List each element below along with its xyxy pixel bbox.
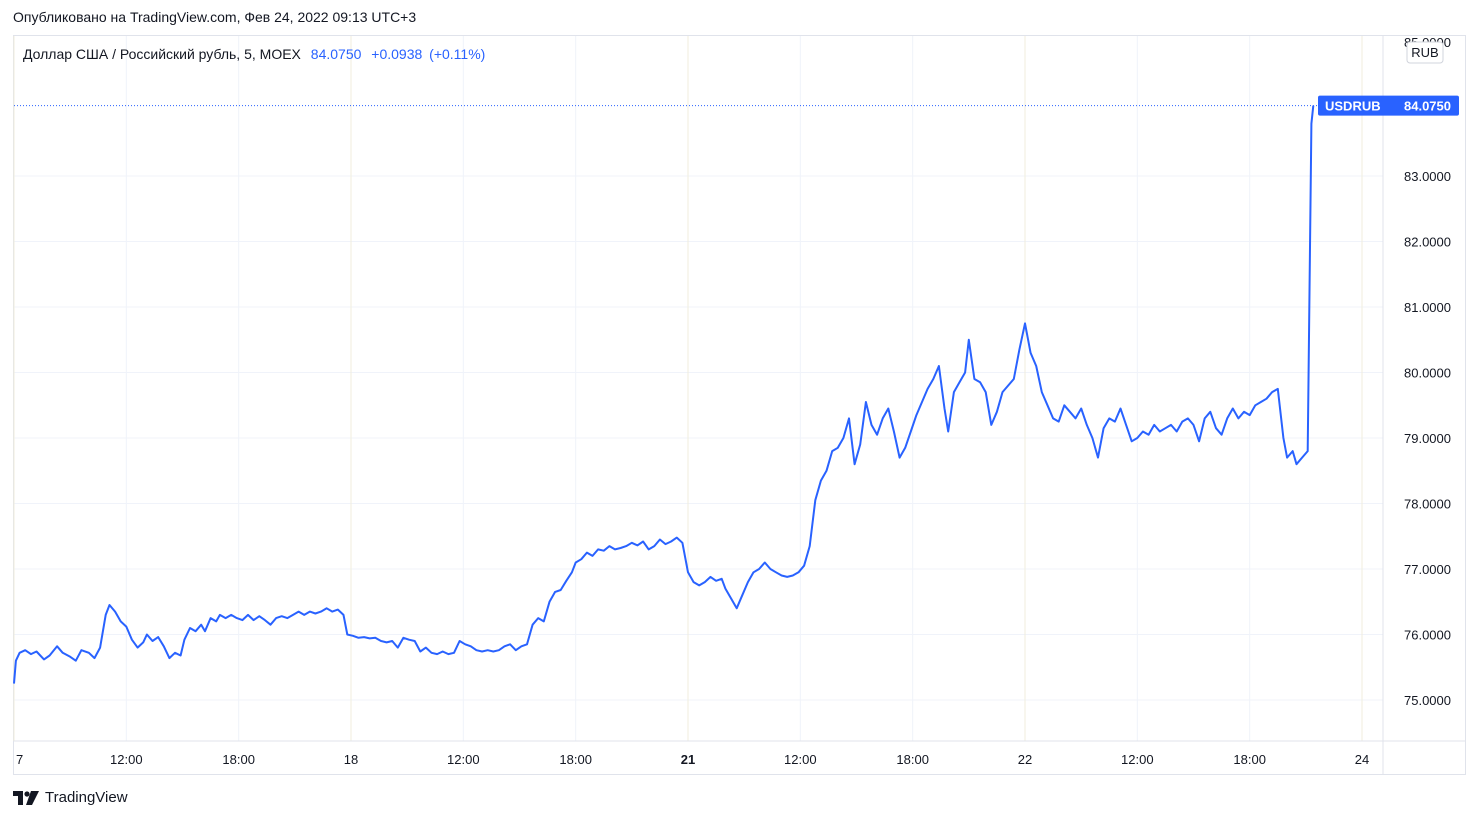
- price-tick-label: 77.0000: [1404, 562, 1451, 577]
- currency-badge[interactable]: RUB: [1406, 41, 1444, 64]
- last-price-tag: USDRUB 84.0750: [1318, 95, 1459, 116]
- price-tick-label: 75.0000: [1404, 693, 1451, 708]
- price-tick-label: 76.0000: [1404, 628, 1451, 643]
- time-axis[interactable]: 7 12:00 18:00 18 12:00 18:00 21 12:00 18:00 22 12:…: [16, 752, 1369, 767]
- price-tick-label: 79.0000: [1404, 431, 1451, 446]
- tradingview-logo-icon: [13, 790, 39, 805]
- price-tag-symbol: USDRUB: [1325, 99, 1381, 114]
- time-tick-label: 22: [1018, 752, 1032, 767]
- legend-change-percent: (+0.11%): [429, 46, 486, 62]
- time-tick-label: 12:00: [110, 752, 143, 767]
- time-tick-label: 18:00: [559, 752, 592, 767]
- grid-layer: [13, 36, 1383, 741]
- legend-change: +0.0938: [371, 46, 423, 62]
- time-tick-label: 12:00: [784, 752, 817, 767]
- price-tag-box: [1318, 95, 1459, 116]
- time-tick-label: 18:00: [1233, 752, 1266, 767]
- time-tick-label: 18: [344, 752, 358, 767]
- time-tick-label: 24: [1355, 752, 1369, 767]
- price-tick-label: 82.0000: [1404, 235, 1451, 250]
- chart-legend[interactable]: Доллар США / Российский рубль, 5, MOEX 8…: [23, 46, 485, 62]
- footer-branding[interactable]: TradingView: [13, 789, 128, 806]
- price-tag-value: 84.0750: [1404, 99, 1451, 114]
- price-tick-label: 80.0000: [1404, 366, 1451, 381]
- time-tick-label: 21: [681, 752, 695, 767]
- price-tick-label: 83.0000: [1404, 169, 1451, 184]
- footer-brand-name: TradingView: [45, 789, 128, 806]
- series-line-usdrub: [13, 105, 1315, 684]
- price-tick-label: 78.0000: [1404, 497, 1451, 512]
- legend-symbol: Доллар США / Российский рубль, 5, MOEX: [23, 46, 301, 62]
- time-tick-label: 18:00: [896, 752, 929, 767]
- published-header: Опубликовано на TradingView.com, Фев 24,…: [13, 9, 417, 25]
- time-tick-label: 12:00: [447, 752, 480, 767]
- legend-last-price: 84.0750: [310, 46, 362, 62]
- currency-label: RUB: [1411, 45, 1438, 60]
- currency-badge-box: [1406, 41, 1444, 64]
- time-tick-label: 18:00: [222, 752, 255, 767]
- price-tick-label: 81.0000: [1404, 300, 1451, 315]
- time-tick-label: 12:00: [1121, 752, 1154, 767]
- time-tick-label: 7: [16, 752, 23, 767]
- price-axis[interactable]: 75.0000 76.0000 77.0000 78.0000 79.0000 80.00…: [1404, 169, 1451, 708]
